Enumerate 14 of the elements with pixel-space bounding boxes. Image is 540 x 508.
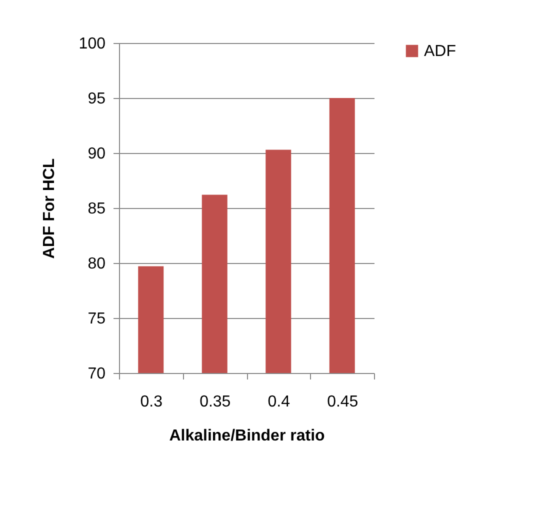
y-tick-label: 80	[88, 256, 106, 272]
x-tick-label: 0.4	[268, 394, 290, 410]
y-tick-label: 90	[88, 146, 106, 162]
y-tick-label: 85	[88, 200, 106, 218]
y-tick-label: 75	[88, 310, 106, 328]
y-tick-label: 100	[78, 36, 106, 52]
legend-label: ADF	[424, 43, 456, 60]
y-tick-label: 70	[88, 366, 106, 382]
x-tick-label: 0.3	[140, 394, 163, 410]
y-axis-title: ADF For HCL	[40, 158, 58, 259]
x-axis-title: Alkaline/Binder ratio	[169, 428, 326, 444]
x-tick-label: 0.45	[327, 394, 358, 410]
y-tick-label: 95	[88, 90, 106, 108]
x-tick-label: 0.35	[200, 394, 231, 410]
